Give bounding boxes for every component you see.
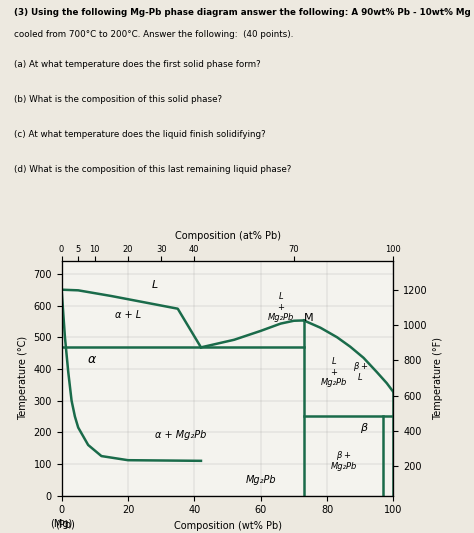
Text: β +
Mg₂Pb: β + Mg₂Pb [330, 451, 357, 471]
Text: β +
L: β + L [353, 362, 368, 382]
Text: (b) What is the composition of this solid phase?: (b) What is the composition of this soli… [14, 95, 222, 104]
Text: L
+
Mg₂Pb: L + Mg₂Pb [320, 357, 347, 387]
Text: α + L: α + L [115, 310, 141, 320]
Text: (d) What is the composition of this last remaining liquid phase?: (d) What is the composition of this last… [14, 165, 292, 174]
Text: Mg₂Pb: Mg₂Pb [246, 475, 276, 485]
Text: (a) At what temperature does the first solid phase form?: (a) At what temperature does the first s… [14, 60, 261, 69]
Text: β: β [360, 423, 367, 433]
Text: L: L [151, 280, 158, 290]
Y-axis label: Temperature (°C): Temperature (°C) [18, 336, 28, 421]
Text: α + Mg₂Pb: α + Mg₂Pb [155, 431, 207, 440]
X-axis label: Composition (at% Pb): Composition (at% Pb) [174, 231, 281, 241]
X-axis label: Composition (wt% Pb): Composition (wt% Pb) [173, 521, 282, 531]
Text: (3) Using the following Mg-Pb phase diagram answer the following: A 90wt% Pb - 1: (3) Using the following Mg-Pb phase diag… [14, 7, 474, 17]
Text: (Pb): (Pb) [55, 519, 75, 529]
Text: L
+
Mg₂Pb: L + Mg₂Pb [267, 292, 294, 322]
Text: M: M [304, 312, 314, 322]
Text: α: α [87, 353, 96, 366]
Text: cooled from 700°C to 200°C. Answer the following:  (40 points).: cooled from 700°C to 200°C. Answer the f… [14, 30, 293, 39]
Text: (Mg): (Mg) [51, 519, 73, 529]
Y-axis label: Temperature (°F): Temperature (°F) [433, 337, 443, 420]
Text: (c) At what temperature does the liquid finish solidifying?: (c) At what temperature does the liquid … [14, 130, 266, 139]
